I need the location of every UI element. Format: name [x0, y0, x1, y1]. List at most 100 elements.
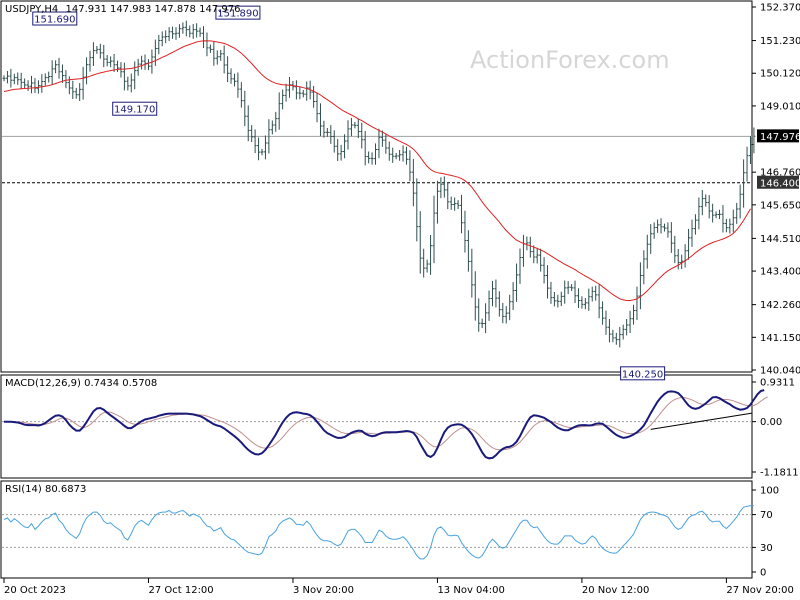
- price-bar: [250, 125, 254, 143]
- price-bar: [102, 44, 106, 68]
- price-bar: [456, 200, 460, 209]
- price-bar: [583, 297, 587, 310]
- price-bar: [508, 294, 512, 321]
- price-bar: [676, 248, 680, 270]
- price-label: 151.890: [217, 9, 258, 20]
- price-bar: [263, 135, 267, 160]
- price-label-box: [620, 366, 666, 381]
- price-bar: [742, 159, 746, 208]
- price-bar: [274, 111, 278, 132]
- price-bar: [109, 56, 113, 68]
- price-bar: [318, 103, 322, 137]
- price-bar: [236, 72, 240, 98]
- price-bar: [71, 80, 75, 100]
- price-bar: [288, 76, 292, 98]
- price-bar: [122, 62, 126, 91]
- price-tick-label: 140.040: [760, 366, 800, 377]
- price-bar: [91, 42, 95, 66]
- support-level-marker: [757, 175, 799, 189]
- price-bar: [532, 245, 536, 264]
- price-bar: [618, 327, 622, 348]
- price-bar: [460, 194, 464, 234]
- price-bar: [212, 41, 216, 66]
- price-bar: [673, 235, 677, 264]
- price-bar: [411, 158, 415, 207]
- price-bar: [632, 304, 636, 325]
- support-level-label: 146.400: [760, 178, 800, 189]
- price-bar: [470, 248, 474, 298]
- price-bar: [415, 178, 419, 242]
- price-bar: [752, 127, 756, 154]
- price-bar: [552, 292, 556, 307]
- price-bar: [566, 281, 570, 294]
- price-bar: [515, 263, 519, 302]
- price-bar: [281, 89, 285, 110]
- price-bar: [642, 250, 646, 285]
- price-bar: [487, 290, 491, 321]
- price-bar: [539, 248, 543, 272]
- time-tick-label: 13 Nov 04:00: [437, 585, 504, 596]
- price-tick-label: 149.010: [760, 101, 800, 112]
- price-bar: [88, 50, 92, 72]
- price-bar: [394, 152, 398, 160]
- price-bar: [449, 196, 453, 210]
- price-bar: [652, 222, 656, 239]
- price-bar: [556, 294, 560, 308]
- rsi-tick-label: 100: [760, 486, 779, 497]
- price-bar: [707, 195, 711, 219]
- rsi-title: RSI(14) 80.6873: [5, 484, 86, 495]
- price-bar: [246, 105, 250, 142]
- price-bar: [700, 189, 704, 216]
- price-panel-frame: [0, 0, 753, 373]
- price-label-box: [32, 11, 78, 26]
- price-bar: [570, 284, 574, 292]
- price-bar: [43, 73, 47, 86]
- time-tick-label: 3 Nov 20:00: [293, 585, 354, 596]
- time-tick-label: 27 Nov 20:00: [726, 585, 793, 596]
- price-bars: [2, 20, 756, 348]
- ohlc-values: 147.931 147.983 147.878 147.976: [65, 4, 240, 15]
- price-bar: [518, 248, 522, 284]
- price-bar: [425, 259, 429, 273]
- price-bar: [270, 120, 274, 135]
- price-bar: [432, 195, 436, 264]
- price-bar: [711, 203, 715, 223]
- watermark: ActionForex.com: [470, 46, 670, 74]
- price-tick-label: 143.400: [760, 267, 800, 278]
- price-bar: [477, 298, 481, 332]
- price-bar: [645, 234, 649, 269]
- price-bar: [535, 248, 539, 264]
- price-bar: [260, 148, 264, 156]
- price-bar: [607, 319, 611, 343]
- price-bar: [349, 117, 353, 137]
- price-bar: [587, 288, 591, 311]
- price-bar: [153, 39, 157, 66]
- price-bar: [116, 60, 120, 73]
- rsi-line: [3, 505, 754, 560]
- price-bar: [463, 210, 467, 253]
- price-bar: [680, 254, 684, 269]
- price-bar: [95, 46, 99, 54]
- price-bar: [714, 211, 718, 219]
- price-bar: [239, 82, 243, 108]
- price-bar: [5, 71, 9, 84]
- price-bar: [659, 218, 663, 234]
- price-reference-lines: [2, 135, 752, 184]
- price-bar: [322, 120, 326, 138]
- price-bar: [704, 194, 708, 207]
- price-bar: [446, 182, 450, 210]
- time-tick-label: 27 Oct 12:00: [148, 585, 213, 596]
- price-bar: [284, 83, 288, 102]
- price-bar: [112, 54, 116, 72]
- price-bar: [374, 143, 378, 165]
- price-bar: [724, 218, 728, 233]
- rsi-tick-label: 70: [760, 510, 773, 521]
- price-bar: [332, 130, 336, 153]
- price-bar: [697, 197, 701, 230]
- price-bar: [549, 281, 553, 304]
- price-bar: [160, 31, 164, 47]
- macd-layer: [2, 389, 768, 460]
- macd-tick-label: 0.9311: [760, 378, 795, 389]
- price-bar: [693, 214, 697, 235]
